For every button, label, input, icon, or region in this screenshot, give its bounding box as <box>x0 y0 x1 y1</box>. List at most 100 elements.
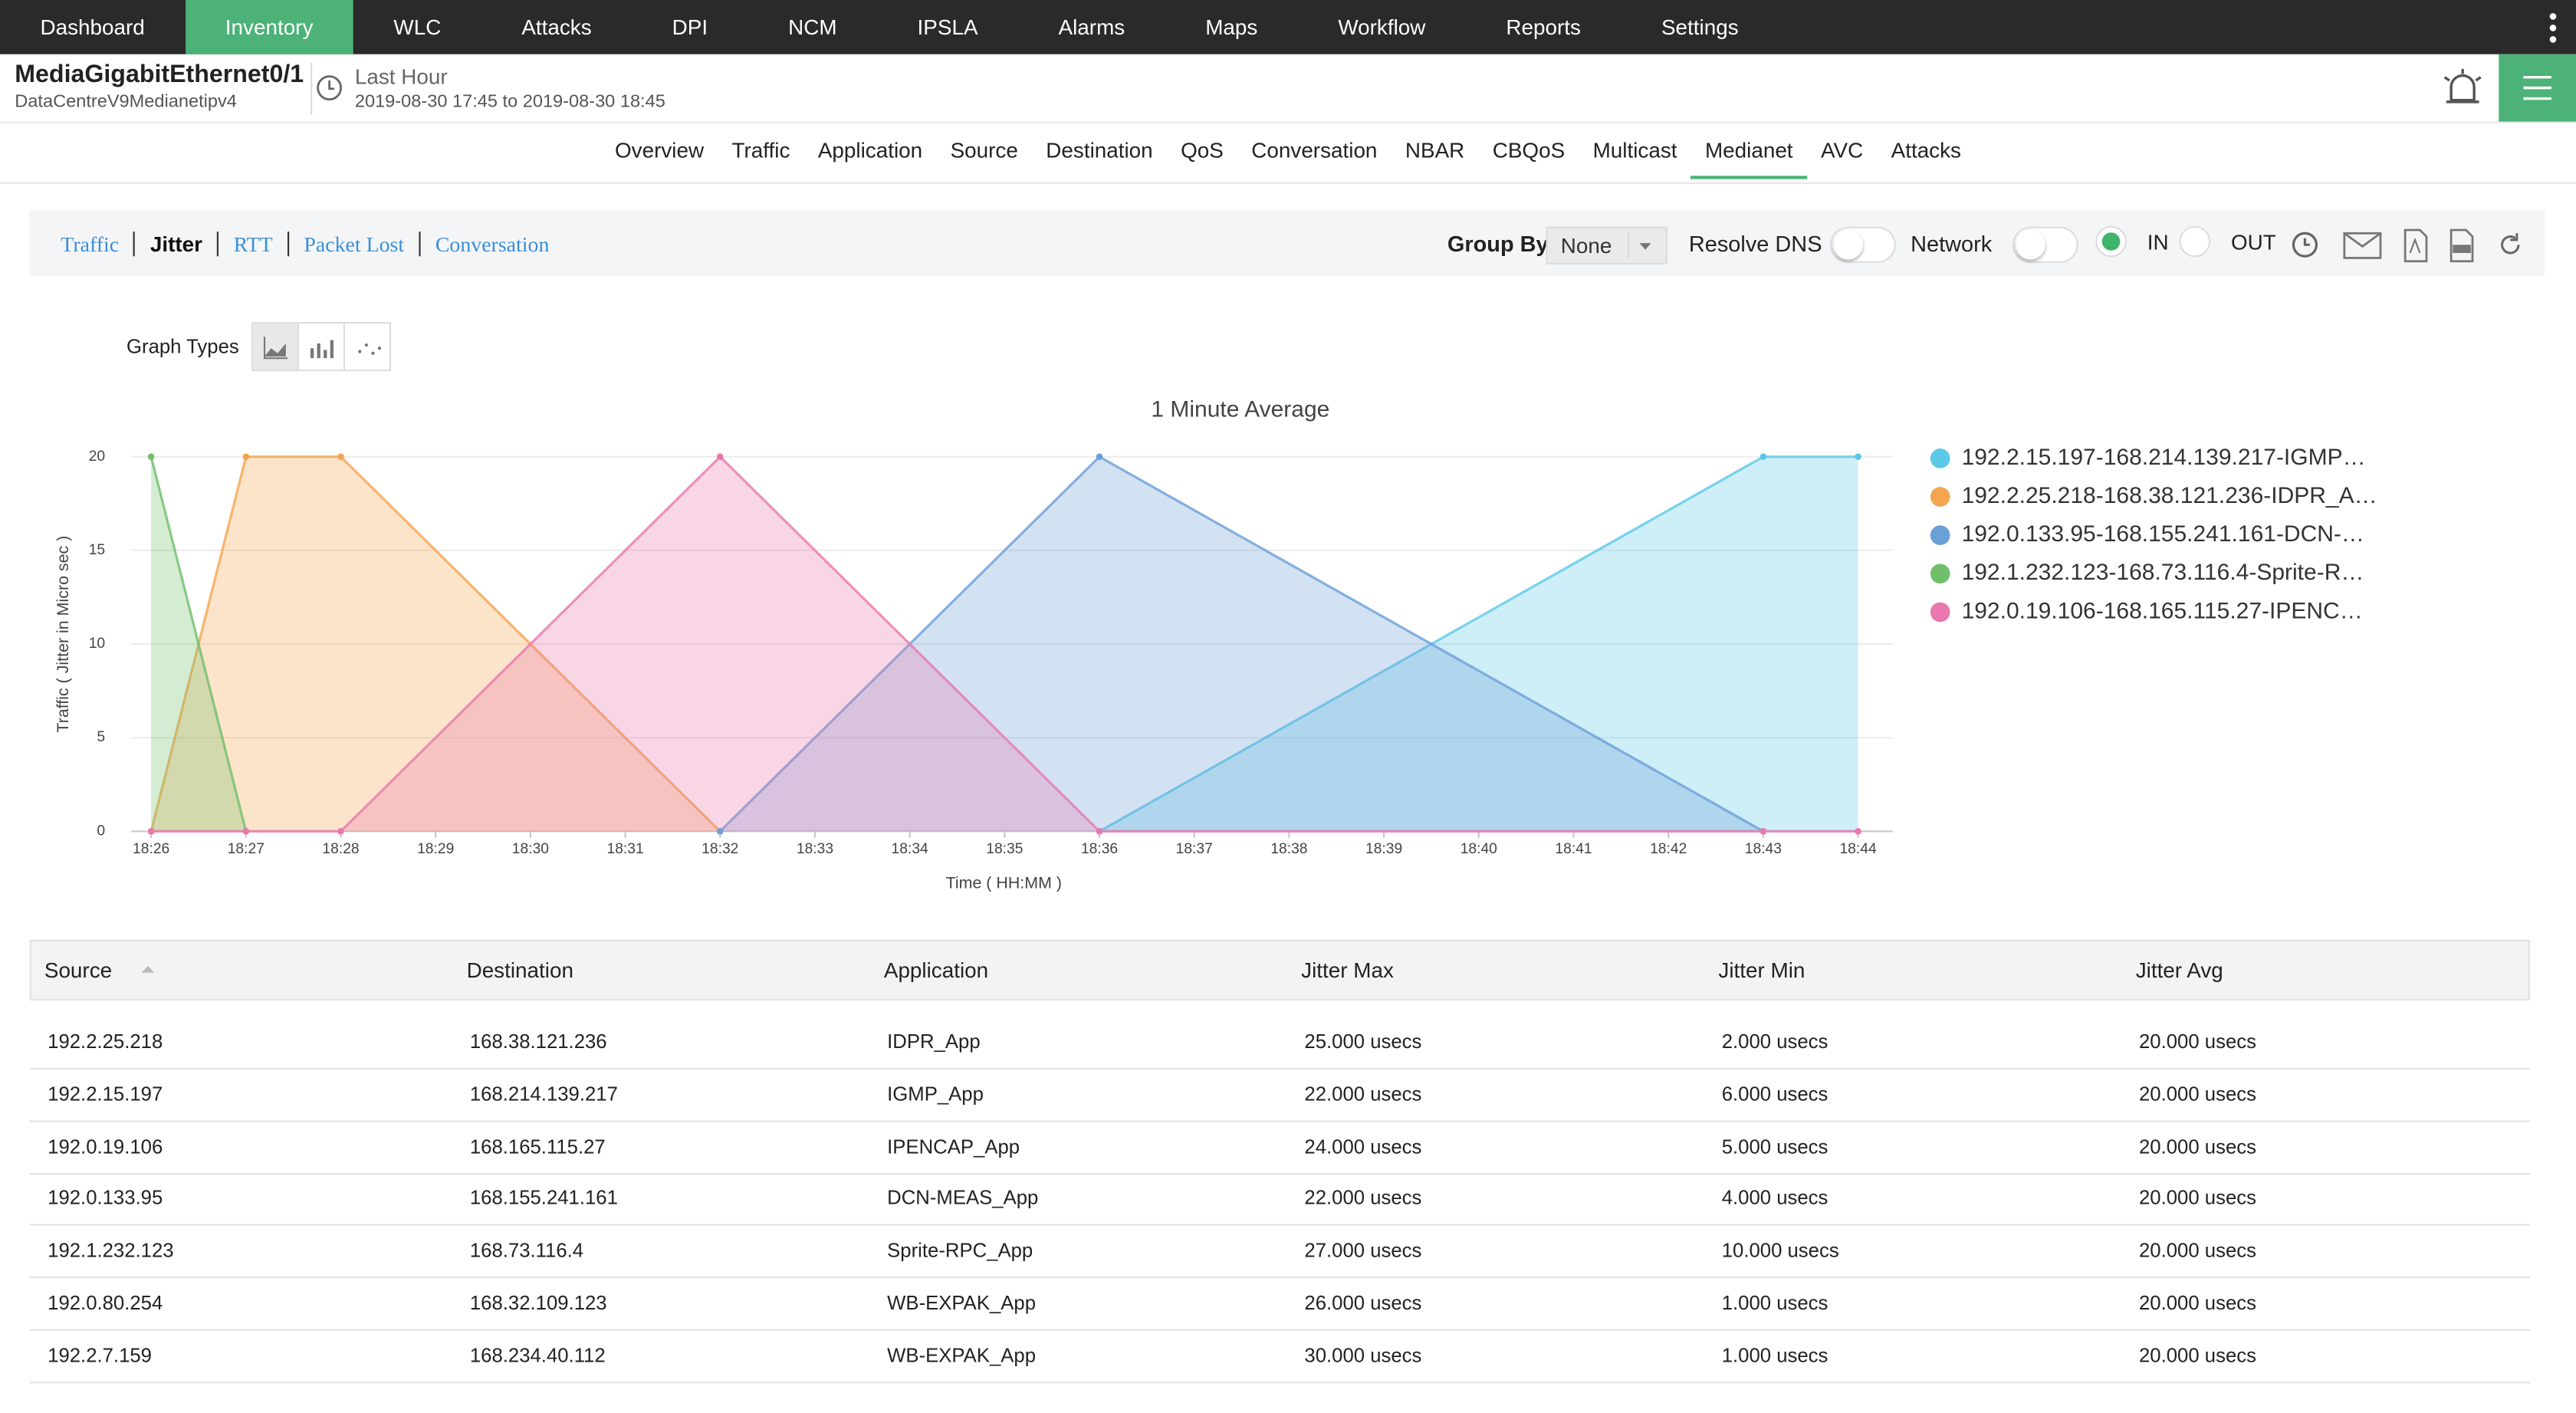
x-tick-label: 18:33 <box>797 841 833 857</box>
period[interactable]: Last Hour <box>354 64 448 89</box>
clock-icon[interactable] <box>315 74 343 101</box>
report-tab[interactable]: CBQoS <box>1492 138 1566 163</box>
table-cell: 27.000 usecs <box>1304 1239 1422 1263</box>
table-cell: 25.000 usecs <box>1304 1030 1422 1053</box>
in-radio[interactable] <box>2095 225 2128 258</box>
report-tab[interactable]: Traffic <box>731 138 790 163</box>
out-radio[interactable] <box>2178 225 2211 258</box>
report-tabs: Overview Traffic Application Source Destinat… <box>0 131 2576 179</box>
legend-marker <box>1930 449 1950 468</box>
legend-label[interactable]: 192.2.15.197-168.214.139.217-IGMP… <box>1962 445 2366 470</box>
data-point <box>1096 828 1103 835</box>
x-tick-label: 18:27 <box>228 841 264 857</box>
table-cell: 168.214.139.217 <box>469 1082 618 1106</box>
network-label: Network <box>1911 232 1993 257</box>
report-tab[interactable]: Multicast <box>1592 138 1677 163</box>
chart-title: 1 Minute Average <box>1151 397 1329 422</box>
report-tab[interactable]: AVC <box>1820 138 1864 163</box>
table-cell: 22.000 usecs <box>1304 1186 1422 1210</box>
table-cell: 168.165.115.27 <box>469 1134 606 1158</box>
group-by-select[interactable]: None <box>1546 226 1668 265</box>
report-tab[interactable]: QoS <box>1181 138 1224 163</box>
table-cell: 26.000 usecs <box>1304 1291 1422 1315</box>
report-tab[interactable]: Overview <box>614 138 705 163</box>
action-icons[interactable] <box>2288 227 2527 263</box>
report-tab[interactable]: Source <box>950 138 1018 163</box>
x-tick-label: 18:39 <box>1365 841 1402 857</box>
report-tab[interactable]: Application <box>817 138 923 163</box>
sub-tab[interactable]: Conversation <box>419 232 564 257</box>
legend-label[interactable]: 192.1.232.123-168.73.116.4-Sprite-R… <box>1962 560 2364 585</box>
more-menu[interactable] <box>2540 10 2566 46</box>
nav-item[interactable]: Workflow <box>1338 15 1426 40</box>
column-header[interactable]: Jitter Avg <box>2135 958 2223 983</box>
table-cell: 192.0.19.106 <box>48 1134 163 1158</box>
column-header[interactable]: Jitter Min <box>1718 958 1806 983</box>
sub-tab[interactable]: Packet Lost <box>287 232 419 257</box>
legend-marker <box>1930 564 1950 584</box>
nav-item[interactable]: NCM <box>788 15 837 40</box>
y-axis-title: Traffic ( Jitter in Micro sec ) <box>54 536 72 733</box>
legend-label[interactable]: 192.2.25.218-168.38.121.236-IDPR_A… <box>1962 483 2377 508</box>
data-point <box>1855 453 1861 460</box>
area <box>151 456 721 832</box>
x-tick-label: 18:38 <box>1270 841 1307 857</box>
table-cell: 20.000 usecs <box>2139 1291 2256 1315</box>
report-tab[interactable]: Attacks <box>1891 138 1961 163</box>
data-point <box>717 828 724 835</box>
legend-marker <box>1930 525 1950 545</box>
table-row: 192.2.7.159 168.234.40.112 WB-EXPAK_App 30.… <box>29 1329 2530 1383</box>
x-tick-label: 18:37 <box>1176 841 1213 857</box>
column-header[interactable]: Application <box>883 958 989 983</box>
nav-item[interactable]: IPSLA <box>917 15 978 40</box>
alarm-icon[interactable] <box>2440 66 2486 109</box>
x-tick-label: 18:41 <box>1555 841 1592 857</box>
column-header[interactable]: Source <box>44 958 113 983</box>
nav-item[interactable]: Reports <box>1506 15 1581 40</box>
sub-tab[interactable]: RTT <box>217 232 288 257</box>
resolve-dns-toggle[interactable] <box>1830 226 1896 263</box>
graph-type-buttons[interactable] <box>251 322 391 372</box>
sub-tab[interactable]: Traffic <box>61 232 120 257</box>
data-point <box>337 453 344 460</box>
sub-tab[interactable]: Jitter <box>133 232 217 257</box>
nav-item[interactable]: DPI <box>672 15 708 40</box>
resolve-dns-label: Resolve DNS <box>1688 232 1822 257</box>
y-tick-label: 20 <box>89 449 105 465</box>
table-cell: 1.000 usecs <box>1721 1291 1829 1315</box>
nav-item[interactable]: Alarms <box>1058 15 1125 40</box>
x-tick-label: 18:44 <box>1839 841 1876 857</box>
x-tick-label: 18:31 <box>606 841 643 857</box>
network-toggle[interactable] <box>2013 226 2078 263</box>
report-tab[interactable]: Destination <box>1046 138 1153 163</box>
table-cell: 2.000 usecs <box>1721 1030 1829 1053</box>
nav-item[interactable]: Dashboard <box>40 15 145 40</box>
data-point <box>242 453 250 460</box>
table-row: 192.1.232.123 168.73.116.4 Sprite-RPC_App 2… <box>29 1224 2530 1279</box>
nav-item[interactable]: Settings <box>1661 15 1739 40</box>
report-tab[interactable]: Medianet <box>1691 131 1807 179</box>
column-header[interactable]: Jitter Max <box>1301 958 1394 983</box>
report-tab[interactable]: NBAR <box>1405 138 1465 163</box>
report-tab[interactable]: Conversation <box>1251 138 1378 163</box>
nav-item[interactable]: Maps <box>1205 15 1258 40</box>
data-point <box>337 828 344 835</box>
legend-label[interactable]: 192.0.133.95-168.155.241.161-DCN-… <box>1962 521 2364 547</box>
divider <box>310 62 313 115</box>
x-tick-label: 18:30 <box>512 841 549 857</box>
table-cell: 30.000 usecs <box>1304 1343 1422 1367</box>
table-cell: Sprite-RPC_App <box>887 1239 1033 1263</box>
column-header[interactable]: Destination <box>466 958 573 983</box>
legend-label[interactable]: 192.0.19.106-168.165.115.27-IPENC… <box>1962 598 2363 623</box>
nav-item[interactable]: Inventory <box>185 0 353 54</box>
data-point <box>147 828 155 835</box>
nav-item[interactable]: WLC <box>393 15 442 40</box>
nav-item[interactable]: Attacks <box>521 15 592 40</box>
menu-button[interactable] <box>2499 54 2576 122</box>
area <box>1099 456 1858 832</box>
table-cell: 192.1.232.123 <box>48 1239 174 1263</box>
top-nav: Dashboard Inventory WLC Attacks DPI NCM IPSLA A… <box>0 0 2576 54</box>
table-cell: 20.000 usecs <box>2139 1134 2256 1158</box>
